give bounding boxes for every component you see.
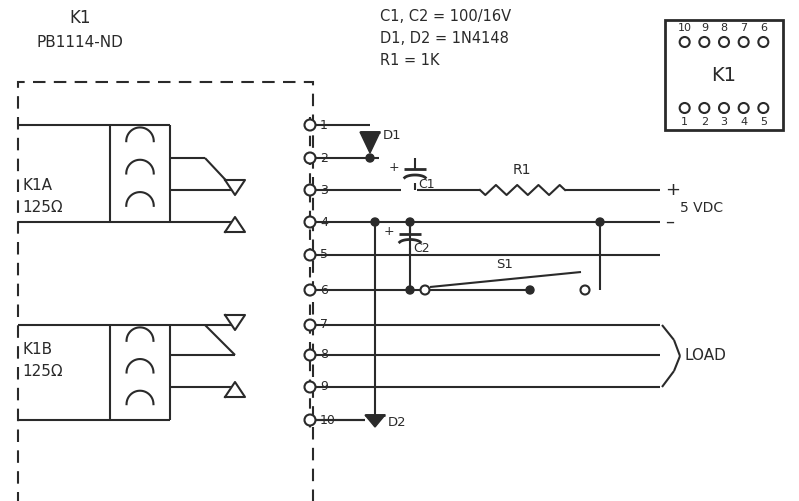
Text: C2: C2 [413, 242, 430, 255]
Circle shape [758, 103, 769, 113]
Text: 7: 7 [320, 319, 328, 332]
Circle shape [406, 218, 414, 226]
Polygon shape [225, 217, 245, 232]
Text: 2: 2 [320, 151, 328, 164]
Circle shape [680, 37, 690, 47]
Text: 9: 9 [701, 23, 708, 33]
Text: R1 = 1K: R1 = 1K [380, 53, 439, 68]
Circle shape [699, 103, 710, 113]
Text: 125Ω: 125Ω [22, 365, 62, 379]
Text: 8: 8 [721, 23, 728, 33]
Text: K1: K1 [711, 66, 737, 85]
Text: 4: 4 [740, 117, 747, 127]
Polygon shape [225, 382, 245, 397]
Polygon shape [225, 315, 245, 330]
Text: 9: 9 [320, 380, 328, 393]
Polygon shape [365, 415, 385, 427]
Circle shape [699, 37, 710, 47]
Circle shape [371, 218, 379, 226]
Circle shape [719, 103, 729, 113]
Circle shape [366, 154, 374, 162]
Text: 7: 7 [740, 23, 747, 33]
Text: D2: D2 [388, 415, 407, 428]
Text: –: – [665, 213, 674, 231]
Text: 125Ω: 125Ω [22, 199, 62, 214]
Circle shape [526, 286, 534, 294]
Bar [665, 20, 783, 130]
Text: 5: 5 [320, 248, 328, 262]
Circle shape [304, 184, 316, 195]
Circle shape [596, 218, 604, 226]
Circle shape [304, 120, 316, 130]
Text: 3: 3 [721, 117, 728, 127]
Circle shape [304, 350, 316, 361]
Circle shape [304, 249, 316, 261]
Circle shape [304, 381, 316, 392]
Circle shape [719, 37, 729, 47]
Circle shape [738, 103, 749, 113]
Text: D1: D1 [383, 128, 402, 141]
Text: +: + [388, 160, 400, 173]
Text: 4: 4 [320, 215, 328, 228]
Circle shape [406, 286, 414, 294]
Circle shape [680, 103, 690, 113]
Polygon shape [225, 180, 245, 195]
Text: 8: 8 [320, 349, 328, 362]
Circle shape [738, 37, 749, 47]
Text: K1B: K1B [22, 343, 52, 358]
Text: R1: R1 [513, 163, 531, 177]
Circle shape [304, 285, 316, 296]
Circle shape [304, 320, 316, 331]
Text: 3: 3 [320, 183, 328, 196]
Text: +: + [665, 181, 680, 199]
Circle shape [581, 286, 590, 295]
Text: 6: 6 [320, 284, 328, 297]
Circle shape [758, 37, 769, 47]
Bar [18, 82, 313, 501]
Text: 2: 2 [701, 117, 708, 127]
Circle shape [420, 286, 430, 295]
Text: C1: C1 [418, 177, 435, 190]
Text: 1: 1 [320, 119, 328, 131]
Text: 10: 10 [320, 413, 336, 426]
Text: 10: 10 [678, 23, 692, 33]
Circle shape [304, 152, 316, 163]
Text: K1: K1 [70, 9, 91, 27]
Circle shape [304, 216, 316, 227]
Polygon shape [360, 132, 380, 153]
Text: 1: 1 [682, 117, 688, 127]
Text: 5 VDC: 5 VDC [680, 201, 723, 215]
Text: D1, D2 = 1N4148: D1, D2 = 1N4148 [380, 31, 509, 46]
Text: S1: S1 [496, 258, 514, 271]
Text: K1A: K1A [22, 177, 52, 192]
Text: LOAD: LOAD [684, 349, 725, 364]
Text: 6: 6 [760, 23, 767, 33]
Text: C1, C2 = 100/16V: C1, C2 = 100/16V [380, 9, 511, 24]
Text: 5: 5 [760, 117, 767, 127]
Text: +: + [384, 225, 395, 238]
Circle shape [304, 414, 316, 425]
Text: PB1114-ND: PB1114-ND [37, 35, 123, 50]
